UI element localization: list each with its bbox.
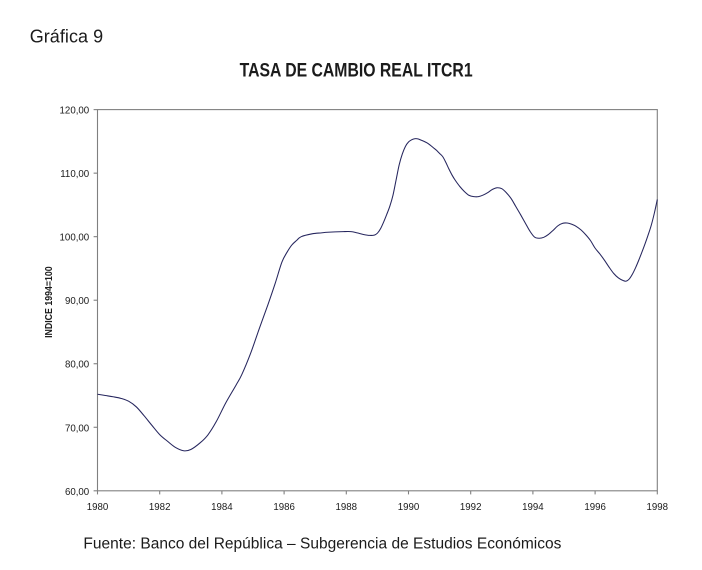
svg-text:1980: 1980: [87, 502, 109, 513]
svg-text:Gráfica 9: Gráfica 9: [30, 27, 103, 47]
svg-text:1998: 1998: [647, 502, 669, 513]
svg-text:1990: 1990: [398, 502, 420, 513]
svg-text:1996: 1996: [584, 502, 606, 513]
svg-text:TASA DE CAMBIO REAL ITCR1: TASA DE CAMBIO REAL ITCR1: [240, 60, 473, 82]
svg-text:100,00: 100,00: [60, 233, 90, 244]
svg-text:110,00: 110,00: [60, 169, 90, 180]
svg-text:1988: 1988: [336, 502, 358, 513]
svg-text:INDICE 1994=100: INDICE 1994=100: [44, 266, 55, 338]
svg-text:1984: 1984: [211, 502, 233, 513]
svg-text:90,00: 90,00: [65, 296, 90, 307]
svg-text:120,00: 120,00: [60, 106, 90, 117]
svg-text:1994: 1994: [522, 502, 544, 513]
svg-text:Fuente: Banco del República –: Fuente: Banco del República – Subgerenci…: [83, 535, 561, 552]
svg-text:1992: 1992: [460, 502, 482, 513]
svg-text:1986: 1986: [273, 502, 295, 513]
svg-text:1982: 1982: [149, 502, 171, 513]
svg-text:60,00: 60,00: [65, 487, 90, 498]
svg-text:80,00: 80,00: [65, 360, 90, 371]
svg-text:70,00: 70,00: [65, 423, 90, 434]
